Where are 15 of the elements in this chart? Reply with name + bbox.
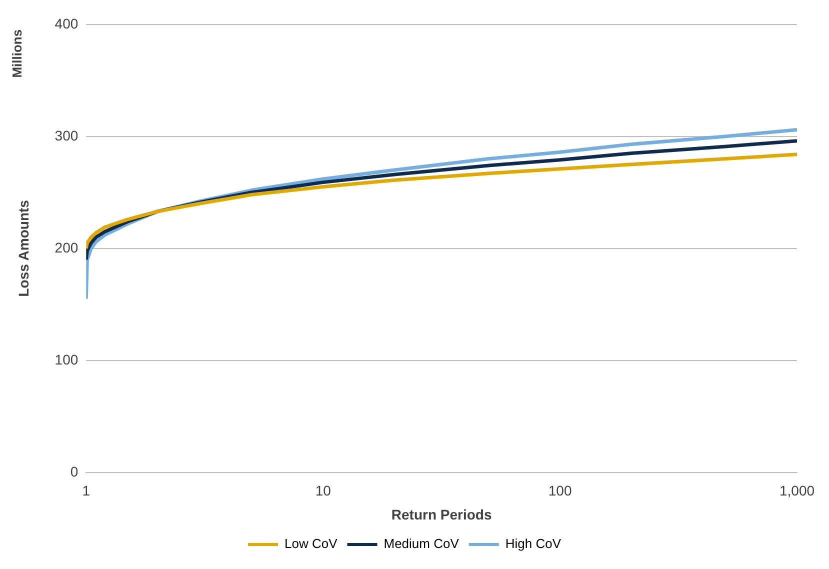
y-tick-label: 0 xyxy=(70,463,78,480)
x-tick-label: 1,000 xyxy=(779,482,815,499)
y-axis-title: Loss Amounts xyxy=(15,200,32,297)
y-tick-label: 300 xyxy=(54,127,78,144)
y-tick-label: 400 xyxy=(54,15,78,32)
x-tick-label: 1 xyxy=(82,482,90,499)
text: Millions xyxy=(10,29,25,78)
y-tick-label: 200 xyxy=(54,239,78,256)
y-tick-label: 100 xyxy=(54,351,78,368)
legend-label: High CoV xyxy=(505,536,562,552)
x-tick-label: 100 xyxy=(548,482,572,499)
x-axis-title: Return Periods xyxy=(391,506,492,522)
legend-label: Medium CoV xyxy=(384,536,460,552)
x-tick-label: 10 xyxy=(315,482,332,499)
legend-label: Low CoV xyxy=(284,536,338,552)
